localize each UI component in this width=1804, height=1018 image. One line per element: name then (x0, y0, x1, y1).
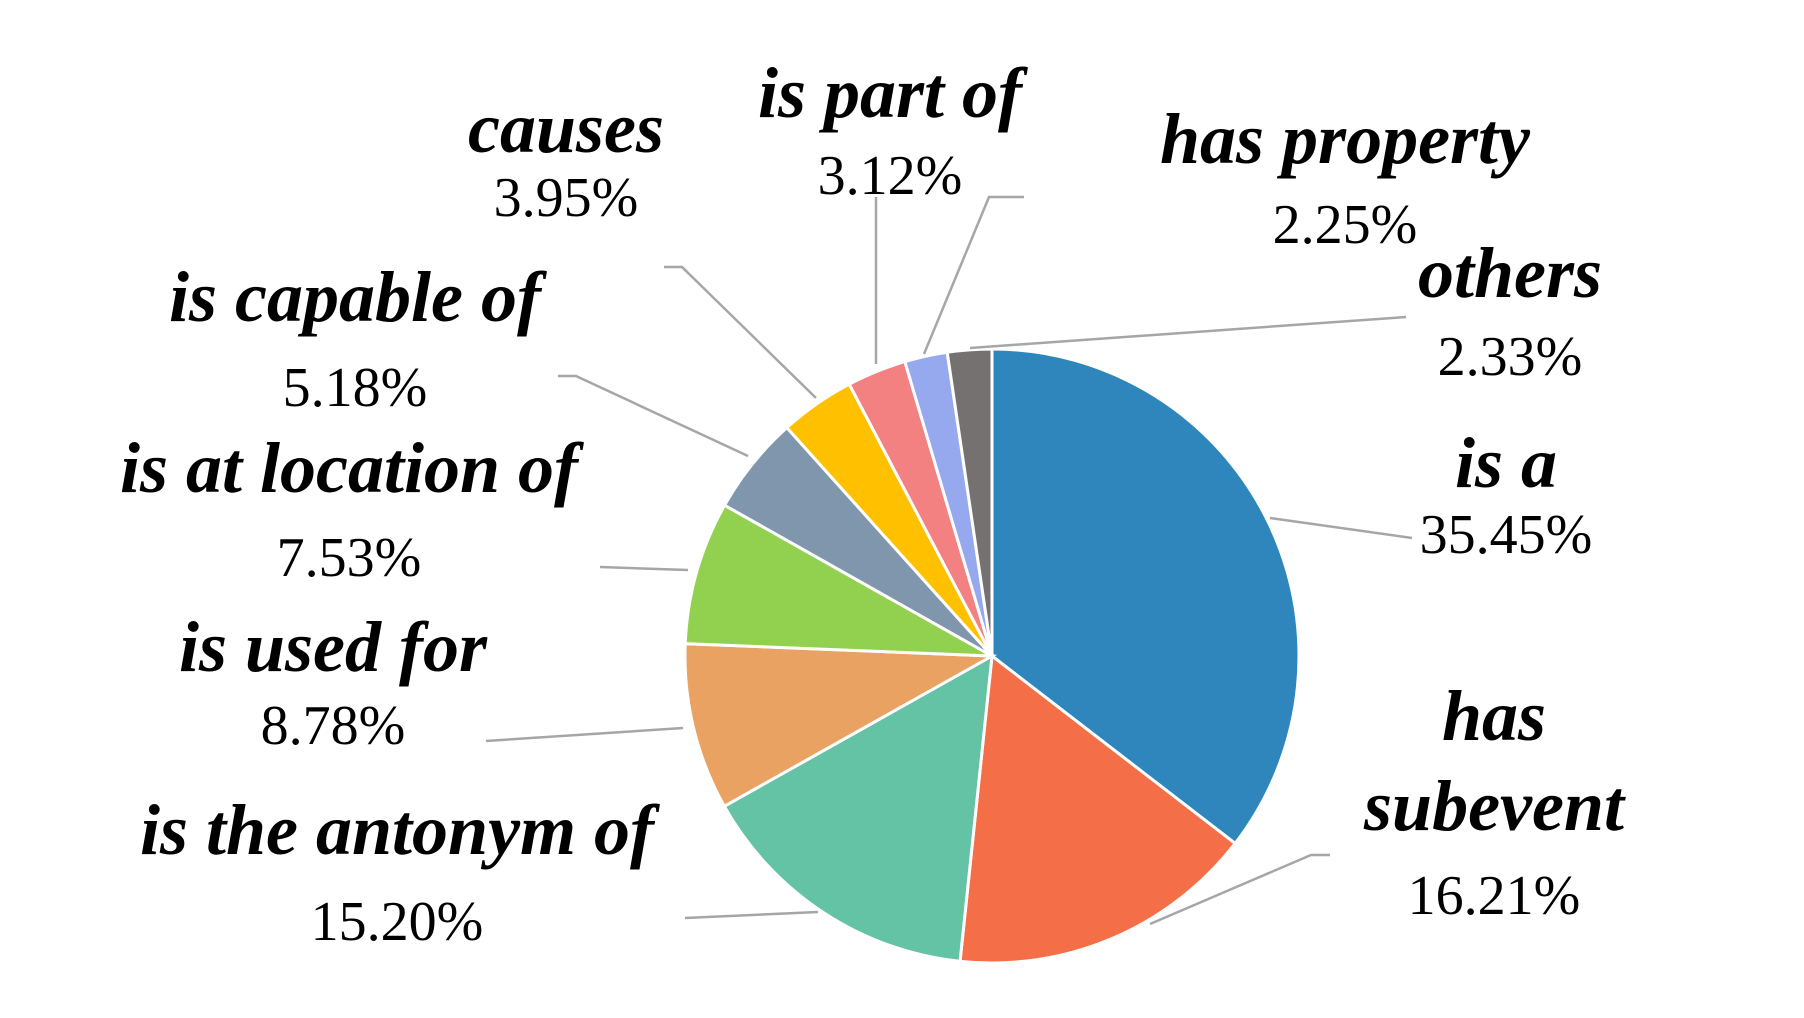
slice-label-is-part-of: is part of (758, 53, 1028, 133)
pie-slice-is-the-antonym-of (722, 653, 994, 963)
slice-value-has-subevent: 16.21% (1408, 865, 1581, 927)
leader-line-others (969, 315, 1407, 350)
pie-slice-has-subevent (958, 653, 1238, 965)
leader-line-causes (664, 265, 817, 399)
slice-value-is-part-of: 3.12% (818, 145, 963, 207)
leader-line-is-used-for (485, 726, 684, 743)
pie-slice-is-a (990, 347, 1301, 846)
slice-label-is-the-antonym-of: is the antonym of (140, 790, 660, 870)
slice-value-is-used-for: 8.78% (261, 695, 406, 757)
slice-label-has-subevent: subevent (1363, 766, 1626, 846)
leader-line-has-subevent (1149, 853, 1330, 926)
leader-line-is-capable-of (558, 374, 749, 458)
leader-line-has-property (922, 195, 1024, 355)
pie-slice-others (945, 347, 994, 657)
slice-label-is-a: is a (1455, 423, 1557, 503)
slice-label-others: others (1418, 233, 1602, 313)
slice-label-causes: causes (468, 88, 664, 168)
slice-label-has-property: has property (1160, 99, 1531, 179)
leader-line-is-at-location-of (599, 565, 689, 572)
pie-slice-is-used-for (683, 642, 998, 809)
slice-label-is-capable-of: is capable of (169, 257, 547, 337)
slice-value-causes: 3.95% (494, 167, 639, 229)
leader-line-is-a (1269, 516, 1413, 540)
slice-value-others: 2.33% (1438, 326, 1583, 388)
leader-line-is-the-antonym-of (684, 910, 819, 920)
slice-value-is-at-location-of: 7.53% (277, 527, 422, 589)
slice-value-is-capable-of: 5.18% (283, 357, 428, 419)
slice-label-has-subevent: has (1442, 676, 1546, 756)
slice-label-is-used-for: is used for (179, 607, 488, 687)
slice-label-is-at-location-of: is at location of (120, 428, 584, 508)
pie-slice-is-at-location-of (683, 503, 993, 658)
slice-value-has-property: 2.25% (1273, 194, 1418, 256)
slice-value-is-a: 35.45% (1420, 504, 1593, 566)
slice-value-is-the-antonym-of: 15.20% (311, 891, 484, 953)
